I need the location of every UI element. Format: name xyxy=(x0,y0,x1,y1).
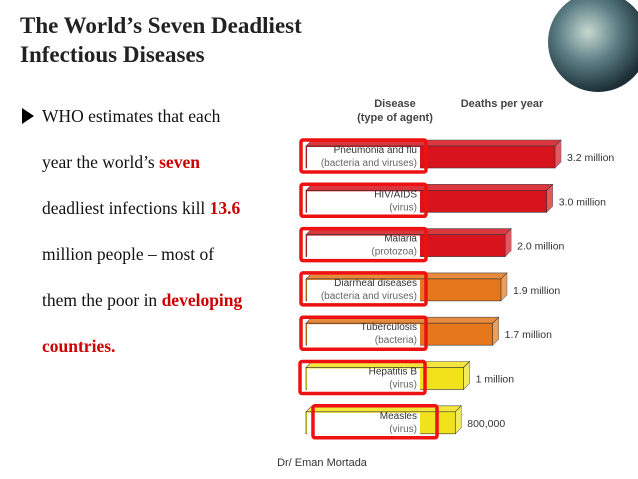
highlight-box xyxy=(311,404,439,440)
highlight-box xyxy=(299,226,428,263)
bullet-line: deadliest infections kill 13.6 xyxy=(42,198,241,218)
header-disease: Disease xyxy=(374,98,416,110)
value-label: 3.2 million xyxy=(567,152,614,164)
bullet-line: them the poor in developing xyxy=(42,290,243,310)
value-label: 2.0 million xyxy=(517,241,564,253)
globe-decoration xyxy=(548,0,638,92)
bullet-text: million people – most of xyxy=(42,244,214,264)
highlight-box xyxy=(298,359,427,396)
slide-title: The World’s Seven Deadliest xyxy=(20,13,302,38)
bullet-line: million people – most of xyxy=(42,244,214,264)
category-label: Malaria xyxy=(384,234,417,245)
highlight-text: developing xyxy=(162,290,243,310)
bullet-text: WHO estimates that each xyxy=(42,106,221,126)
highlight-box xyxy=(299,315,428,351)
bullet-text: deadliest infections kill xyxy=(42,198,210,218)
bullet-text: year the world’s xyxy=(42,152,159,172)
agent-label: (bacteria and viruses) xyxy=(321,291,417,302)
agent-label: (virus) xyxy=(389,202,417,213)
slide-title: Infectious Diseases xyxy=(20,42,205,67)
highlight-box xyxy=(299,138,428,174)
highlight-box xyxy=(299,271,428,307)
bullet-line: year the world’s seven xyxy=(42,152,200,172)
value-label: 1.7 million xyxy=(505,329,552,341)
agent-label: (bacteria and viruses) xyxy=(321,158,417,169)
highlight-text: countries. xyxy=(42,336,115,356)
highlight-box xyxy=(299,182,428,219)
agent-label: (protozoa) xyxy=(371,247,417,258)
category-label: Hepatitis B xyxy=(369,367,418,378)
category-label: Measles xyxy=(380,411,417,422)
bullet-text: them the poor in xyxy=(42,290,162,310)
value-label: 1.9 million xyxy=(513,285,560,297)
category-label: Pneumonia and flu xyxy=(334,145,417,156)
bullet-line: countries. xyxy=(42,336,115,356)
category-label: Diarrheal diseases xyxy=(334,278,417,289)
value-label: 3.0 million xyxy=(559,196,606,208)
agent-label: (virus) xyxy=(389,380,417,391)
agent-label: (bacteria) xyxy=(375,335,417,346)
header-deaths: Deaths per year xyxy=(461,98,544,110)
value-label: 1 million xyxy=(476,374,515,386)
agent-label: (virus) xyxy=(389,424,417,435)
highlight-text: 13.6 xyxy=(210,198,241,218)
category-label: Tuberculosis xyxy=(361,322,417,333)
bullet-line: WHO estimates that each xyxy=(42,106,221,126)
category-label: HIV/AIDS xyxy=(374,189,417,200)
highlight-text: seven xyxy=(159,152,200,172)
bullet-arrow xyxy=(22,108,34,124)
header-disease: (type of agent) xyxy=(357,112,433,124)
footer: Dr/ Eman Mortada xyxy=(277,457,368,469)
value-label: 800,000 xyxy=(467,418,505,430)
